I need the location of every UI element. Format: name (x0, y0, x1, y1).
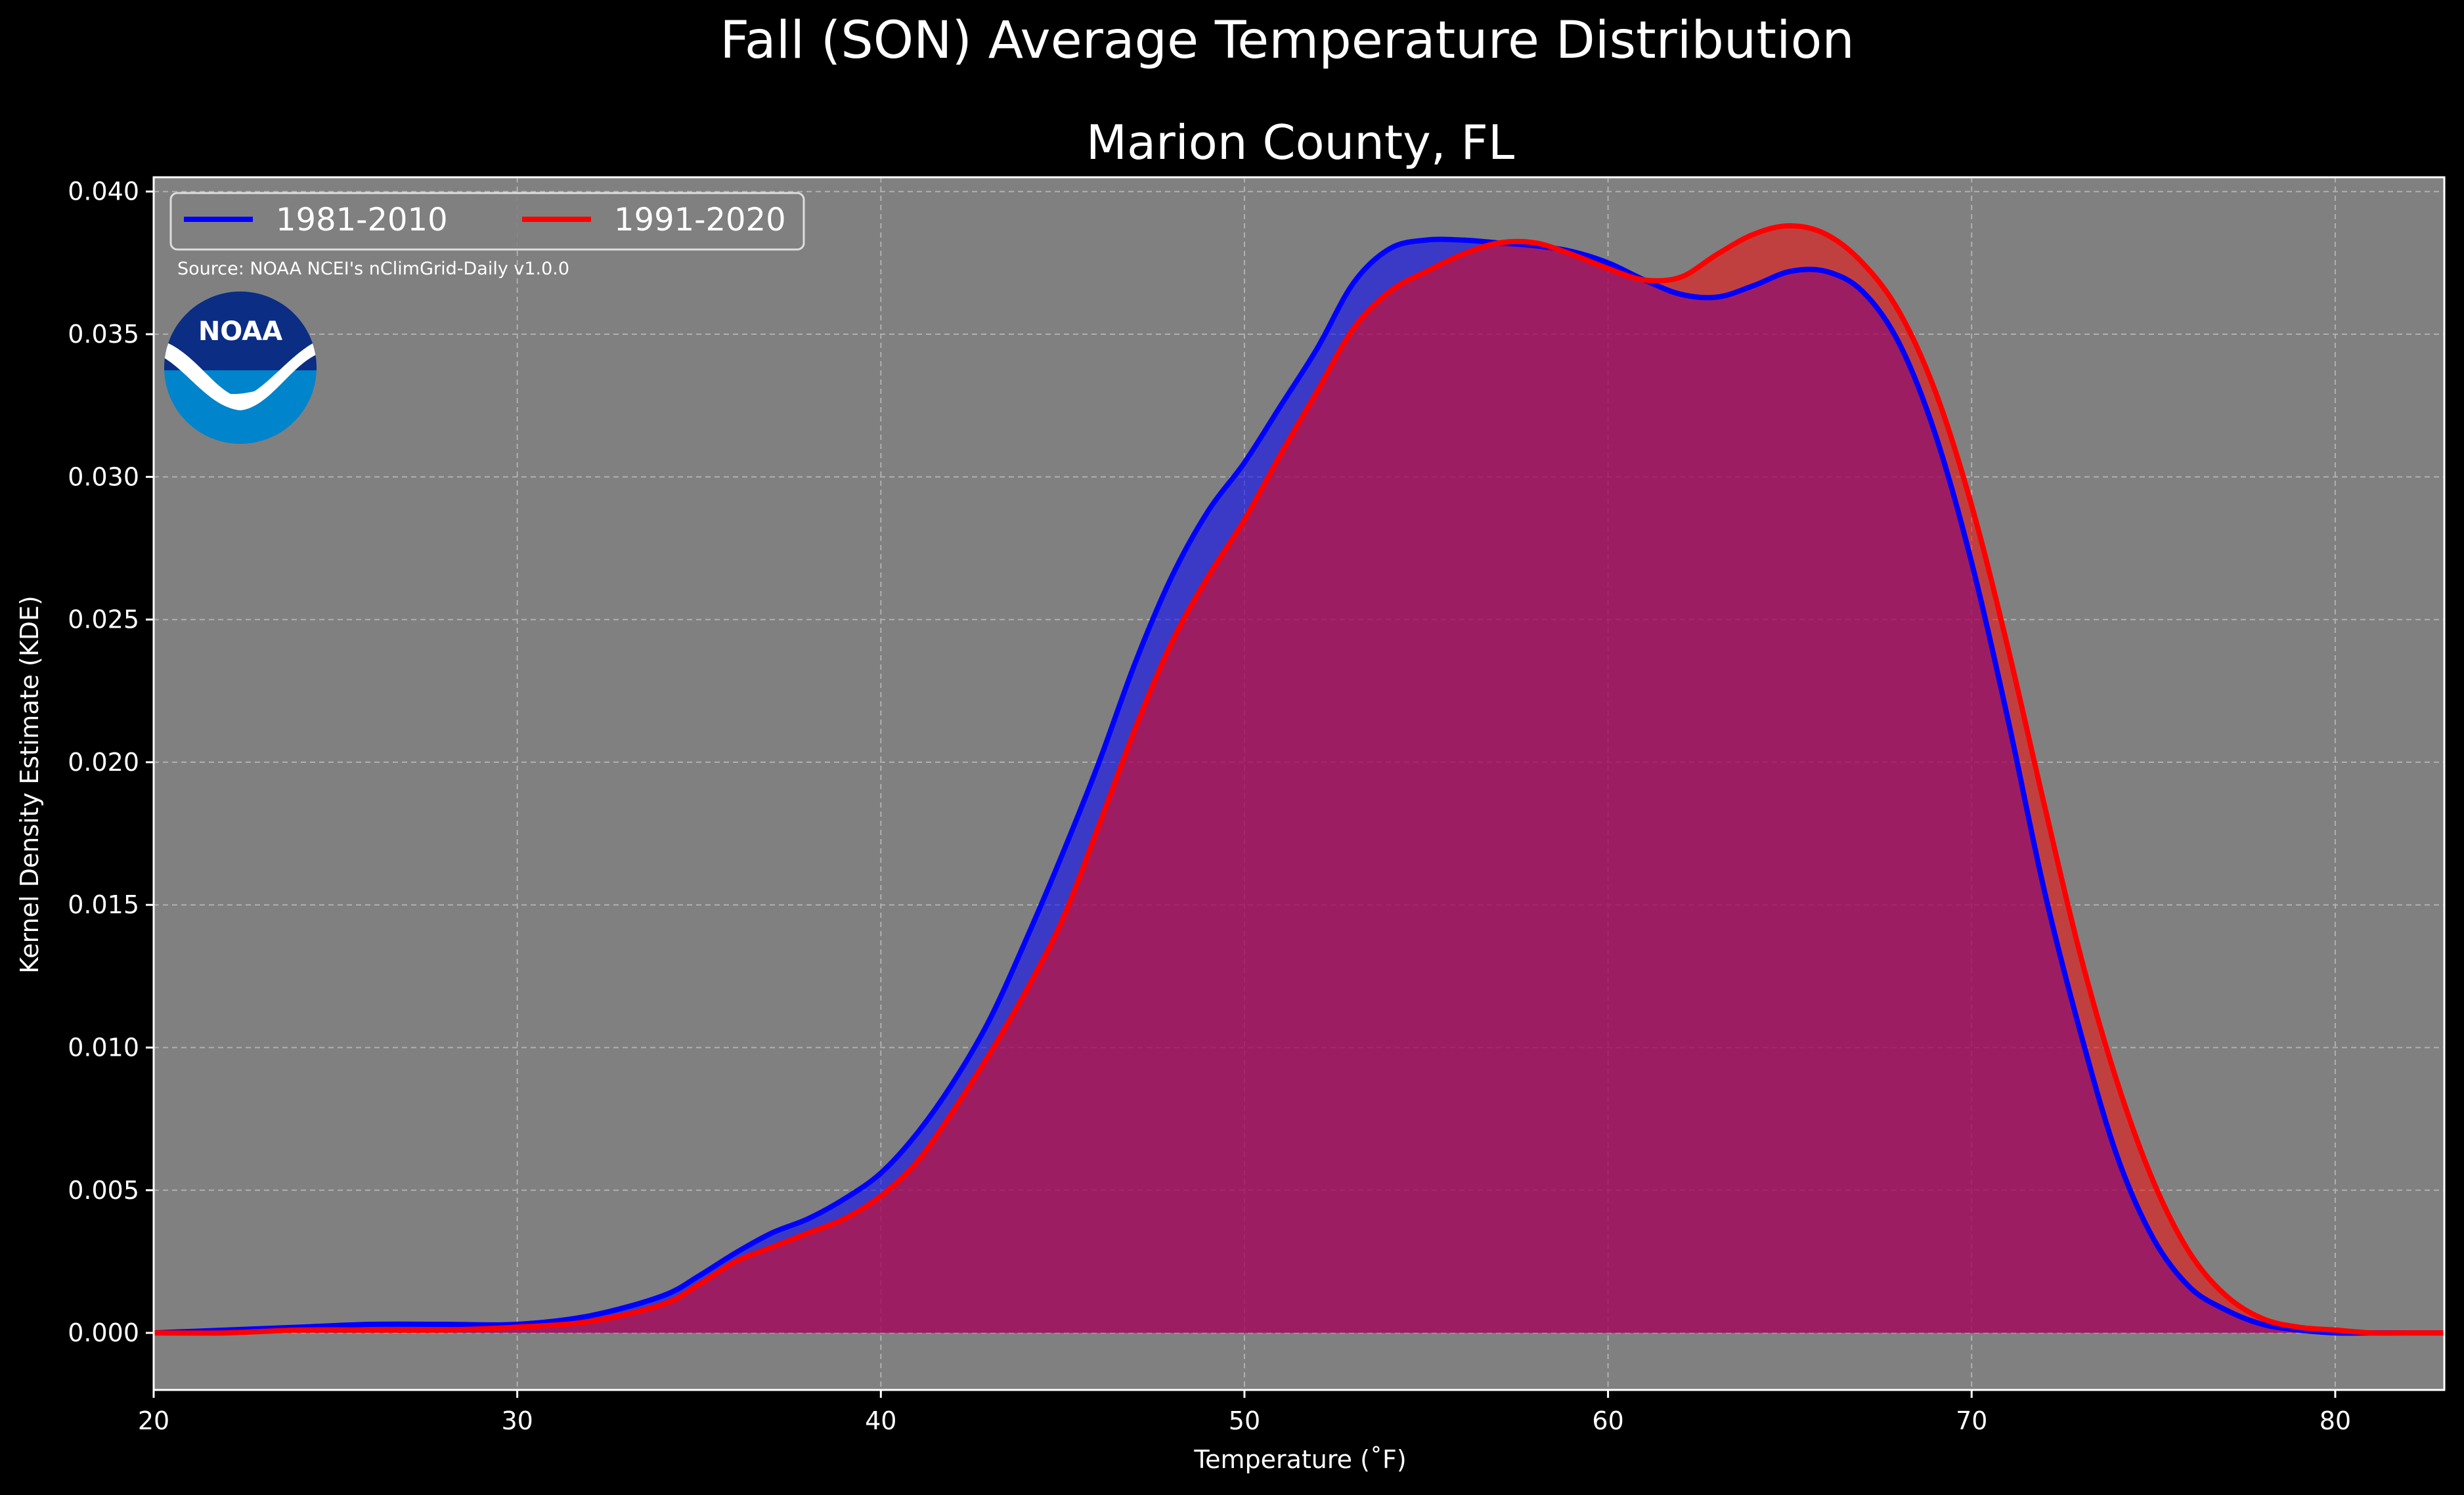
y-tick-label: 0.010 (68, 1033, 139, 1062)
y-tick-label: 0.005 (68, 1176, 139, 1205)
legend-label-1991-2020: 1991-2020 (614, 202, 786, 238)
chart-subtitle: Marion County, FL (1086, 115, 1514, 170)
y-axis: 0.000 0.005 0.010 0.015 0.020 0.025 0.030 0.035… (68, 177, 154, 1347)
x-axis: 20 30 40 50 60 70 80 (138, 1390, 2351, 1435)
legend-label-1981-2010: 1981-2010 (276, 202, 448, 238)
series-line-1991-2020 (154, 223, 2444, 1336)
series-areas (154, 225, 2444, 1333)
x-tick-label: 80 (2320, 1406, 2351, 1435)
x-tick-label: 50 (1229, 1406, 1260, 1435)
legend: 1981-2010 1991-2020 (169, 192, 805, 251)
y-axis-label: Kernel Density Estimate (KDE) (15, 596, 44, 974)
x-tick-label: 70 (1956, 1406, 1987, 1435)
x-tick-label: 20 (138, 1406, 169, 1435)
x-tick-label: 60 (1592, 1406, 1623, 1435)
x-tick-label: 40 (865, 1406, 896, 1435)
y-tick-label: 0.020 (68, 748, 139, 777)
x-tick-label: 30 (501, 1406, 533, 1435)
y-tick-label: 0.035 (68, 320, 139, 349)
chart-title: Fall (SON) Average Temperature Distribut… (720, 11, 1855, 70)
series-lines (154, 223, 2444, 1336)
source-note: Source: NOAA NCEI's nClimGrid-Daily v1.0… (177, 259, 569, 279)
y-tick-label: 0.015 (68, 890, 139, 919)
noaa-logo-text: NOAA (198, 316, 282, 347)
noaa-logo: NOAA (164, 292, 317, 444)
y-tick-label: 0.000 (68, 1318, 139, 1347)
series-area-1991-2020 (154, 225, 2444, 1333)
y-tick-label: 0.030 (68, 462, 139, 491)
legend-box (169, 192, 805, 251)
x-axis-label: Temperature (˚F) (1193, 1445, 1406, 1474)
series-line-1981-2010 (154, 236, 2444, 1336)
plot-frame (152, 176, 2446, 1391)
y-tick-label: 0.025 (68, 605, 139, 634)
y-tick-label: 0.040 (68, 177, 139, 206)
